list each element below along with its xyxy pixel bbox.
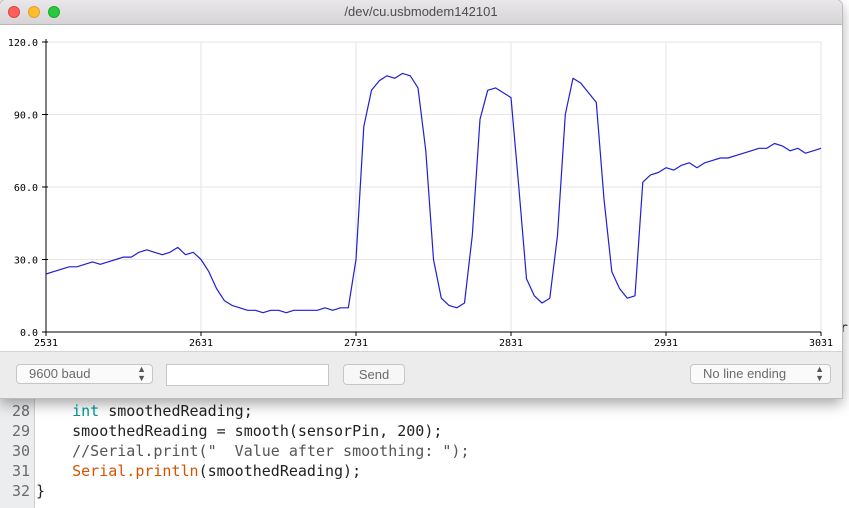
code-line: 31 Serial.println(smoothedReading); (0, 461, 849, 481)
code-text: int smoothedReading; (72, 402, 253, 420)
x-tick-label: 3031 (809, 338, 833, 349)
window-titlebar[interactable]: /dev/cu.usbmodem142101 (0, 0, 842, 25)
code-line: 32} (0, 481, 849, 501)
line-number: 28 (11, 402, 30, 420)
code-line: 28 int smoothedReading; (0, 401, 849, 421)
baud-rate-value: 9600 baud (29, 366, 91, 381)
zoom-window-button[interactable] (48, 6, 60, 18)
send-button[interactable]: Send (343, 364, 405, 385)
line-number: 30 (11, 442, 30, 460)
y-tick-label: 0.0 (20, 328, 38, 339)
minimize-window-button[interactable] (28, 6, 40, 18)
updown-chevron-icon: ▲ ▼ (815, 364, 824, 383)
plotter-controls-bar: 9600 baud ▲ ▼ Send No line ending ▲ ▼ (0, 351, 842, 398)
line-number: 29 (11, 422, 30, 440)
y-tick-label: 30.0 (14, 256, 38, 267)
code-text: Serial.println(smoothedReading); (72, 462, 362, 480)
x-tick-label: 2931 (654, 338, 678, 349)
code-line: 30 //Serial.print(" Value after smoothin… (0, 441, 849, 461)
y-tick-label: 90.0 (14, 111, 38, 122)
window-title: /dev/cu.usbmodem142101 (344, 4, 498, 19)
y-tick-label: 60.0 (14, 183, 38, 194)
line-number: 31 (11, 462, 30, 480)
baud-rate-select[interactable]: 9600 baud ▲ ▼ (16, 364, 153, 384)
updown-chevron-icon: ▲ ▼ (137, 364, 146, 383)
series-line (45, 72, 822, 314)
close-window-button[interactable] (8, 6, 20, 18)
code-line: 29 smoothedReading = smooth(sensorPin, 2… (0, 421, 849, 441)
plot-area: 0.0 30.0 60.0 90.0 120.0 2531 2631 2731 2831 2931… (8, 38, 833, 349)
message-input[interactable] (166, 364, 329, 386)
x-tick-label: 2731 (344, 338, 368, 349)
y-tick-label: 120.0 (8, 38, 38, 49)
clipped-code-fragment: ri (840, 321, 849, 336)
line-number: 32 (11, 482, 30, 500)
x-tick-label: 2831 (499, 338, 523, 349)
code-text: } (36, 482, 46, 500)
x-tick-label: 2531 (34, 338, 58, 349)
code-text: //Serial.print(" Value after smoothing: … (72, 442, 470, 460)
line-ending-value: No line ending (703, 366, 787, 381)
code-text: smoothedReading = smooth(sensorPin, 200)… (36, 422, 443, 440)
x-tick-label: 2631 (189, 338, 213, 349)
serial-plotter-window: /dev/cu.usbmodem142101 0.0 30.0 60.0 90.0 12… (0, 0, 842, 398)
line-ending-select[interactable]: No line ending ▲ ▼ (690, 364, 831, 384)
